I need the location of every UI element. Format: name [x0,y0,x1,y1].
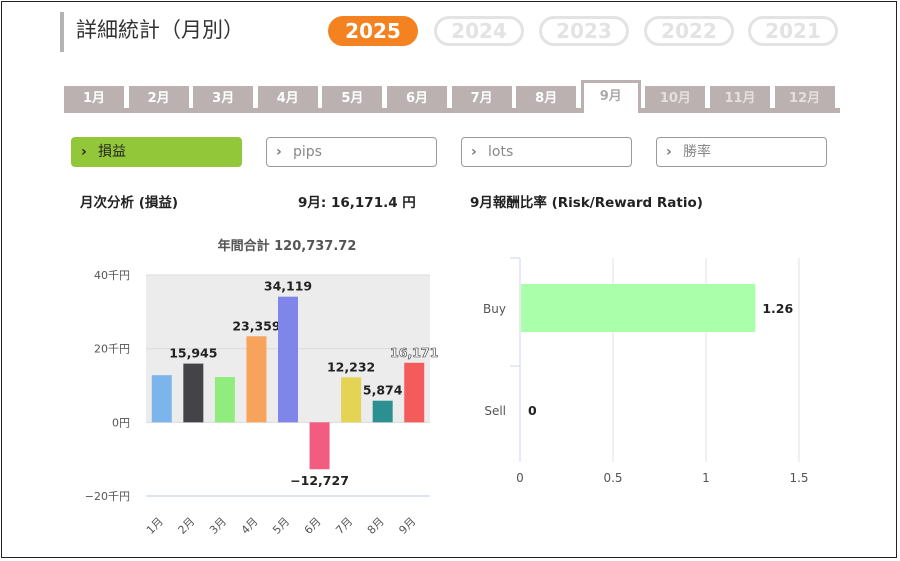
chevron-right-icon: › [471,144,477,160]
x-tick-label: 8月 [365,515,387,537]
bar-Buy[interactable] [521,284,756,332]
metric-label: 損益 [98,144,126,160]
title-bar: 詳細統計（月別） [60,12,244,52]
data-label: −12,727 [290,473,349,488]
month-tab-11[interactable]: 11月 [710,86,770,110]
bar-8月[interactable] [372,400,393,423]
y-tick-label: −20千円 [85,490,130,503]
category-label: Buy [483,302,506,316]
data-label: 0 [528,403,537,418]
x-tick-label: 1.5 [789,471,808,485]
data-label: 12,232 [327,359,375,374]
x-tick-label: 1月 [144,515,166,537]
month-tab-12[interactable]: 12月 [774,86,835,110]
x-tick-label: 3月 [207,515,229,537]
x-tick-label: 0.5 [603,471,622,485]
metric-label: pips [293,144,322,160]
bar-2月[interactable] [183,363,204,423]
month-tab-6[interactable]: 6月 [387,86,447,110]
year-tab-2025[interactable]: 2025 [328,16,418,46]
month-tab-10[interactable]: 10月 [645,86,706,110]
bar-6月[interactable] [309,422,330,470]
data-label: 5,874 [363,383,403,398]
metric-button-pips[interactable]: › pips [266,137,437,167]
chart-title: 年間合計 120,737.72 [218,238,357,254]
data-label: 23,359 [232,318,280,333]
data-label: 16,171 [390,345,438,360]
monthly-analysis-title: 月次分析 (損益) [80,195,179,211]
plot-negative-area [146,422,430,496]
x-tick-label: 6月 [302,515,324,537]
metric-button-lots[interactable]: › lots [461,137,632,167]
month-tab-2[interactable]: 2月 [128,86,189,110]
category-label: Sell [484,404,506,418]
year-tab-2022[interactable]: 2022 [644,16,734,46]
y-tick-label: 20千円 [94,343,130,356]
month-tab-4[interactable]: 4月 [257,86,318,110]
x-tick-label: 1 [702,471,710,485]
y-tick-label: 40千円 [94,269,130,282]
metric-label: lots [488,144,514,160]
monthly-pl-chart: 40千円 20千円 0円 −20千円 年間合計 120,737.72 1月 15,945 2月… [85,238,439,537]
bar-7月[interactable] [341,377,362,423]
x-tick-label: 4月 [239,515,261,537]
bar-4月[interactable] [246,336,267,423]
month-tab-3[interactable]: 3月 [193,86,254,110]
month-tab-1[interactable]: 1月 [64,86,124,110]
data-label: 1.26 [762,301,793,316]
bar-1月[interactable] [151,375,172,423]
data-label: 15,945 [169,346,217,361]
month-tab-8[interactable]: 8月 [516,86,577,110]
chevron-right-icon: › [276,144,282,160]
current-month-value: 9月: 16,171.4 円 [298,195,416,211]
x-tick-label: 0 [516,471,524,485]
data-label: 34,119 [264,279,312,294]
bar-5月[interactable] [278,296,298,423]
month-tabs: 1月 2月 3月 4月 5月 6月 7月 8月 9月 10月 11月 12月 [64,80,840,114]
month-tab-baseline [64,108,840,113]
metric-button-winrate[interactable]: › 勝率 [656,137,827,167]
x-tick-label: 7月 [333,515,355,537]
metric-button-profit[interactable]: › 損益 [71,137,242,167]
year-tab-2024[interactable]: 2024 [434,16,524,46]
bar-3月[interactable] [214,377,235,423]
page-title: 詳細統計（月別） [76,18,244,42]
y-tick-label: 0円 [112,416,130,429]
x-tick-label: 9月 [396,515,418,537]
month-tab-5[interactable]: 5月 [322,86,383,110]
year-tab-2023[interactable]: 2023 [539,16,629,46]
month-tab-7[interactable]: 7月 [451,86,512,110]
metric-label: 勝率 [683,144,711,160]
x-tick-label: 5月 [270,515,292,537]
chevron-right-icon: › [666,144,672,160]
month-tab-9[interactable]: 9月 [580,80,641,113]
bar-9月[interactable] [404,362,425,423]
risk-reward-chart: 0 0.5 1 1.5 Buy 1.26 Sell 0 [483,257,809,485]
x-tick-label: 2月 [176,515,198,537]
chevron-right-icon: › [81,144,87,160]
year-tab-2021[interactable]: 2021 [748,16,838,46]
ratio-chart-title: 9月報酬比率 (Risk/Reward Ratio) [470,195,703,211]
